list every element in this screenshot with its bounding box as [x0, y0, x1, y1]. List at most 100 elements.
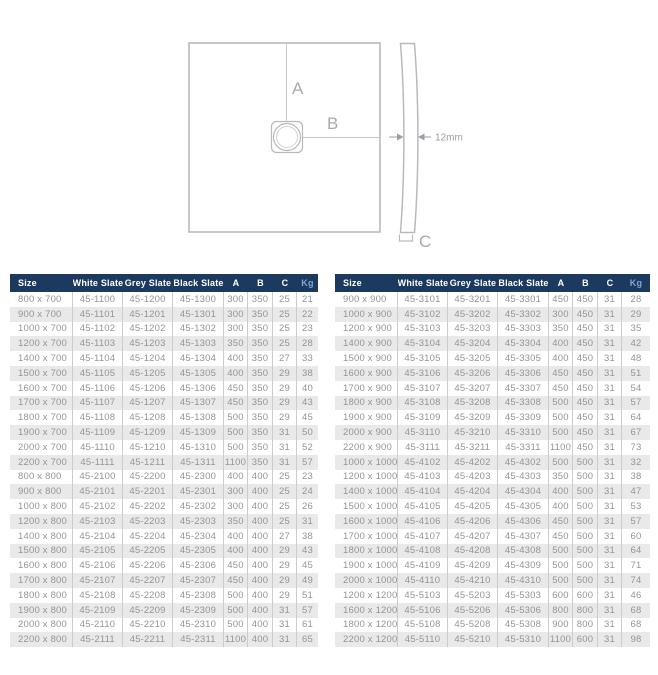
table-row: 900 x 700 45-1101 45-1201 45-1301 300 350 25 22 [10, 306, 318, 322]
dim-b-cell: 500 [573, 469, 598, 485]
dim-c-cell: 31 [598, 617, 622, 633]
dim-b-cell: 350 [248, 351, 273, 366]
white-slate-code: 45-2111 [73, 632, 123, 648]
size-cell: 2200 x 700 [10, 454, 73, 470]
black-slate-code: 45-3310 [498, 425, 549, 440]
table-row: 1000 x 1000 45-4102 45-4202 45-4302 500 500 31… [335, 454, 650, 470]
dim-c-cell: 31 [598, 587, 622, 603]
dim-c-cell: 29 [273, 395, 297, 411]
table-row: 2000 x 1000 45-4110 45-4210 45-4310 500 500 31… [335, 573, 650, 588]
dim-a-cell: 500 [549, 425, 573, 440]
dim-b-cell: 500 [573, 499, 598, 514]
dim-b-cell: 350 [248, 439, 273, 455]
dim-c-cell: 31 [598, 513, 622, 529]
weight-kg-cell: 51 [630, 367, 642, 379]
dim-b-cell: 400 [248, 558, 273, 574]
dim-c-cell: 31 [598, 395, 622, 411]
grey-slate-code: 45-3209 [448, 410, 498, 426]
dim-b-cell: 350 [248, 425, 273, 440]
tray-side-view [399, 42, 419, 234]
dim-b-cell: 500 [573, 558, 598, 574]
dim-c-cell: 29 [273, 410, 297, 426]
black-slate-code: 45-1302 [173, 321, 224, 337]
table-row: 1400 x 800 45-2104 45-2204 45-2304 400 400 27 3… [10, 528, 318, 544]
grey-slate-code: 45-4209 [448, 558, 498, 574]
white-slate-code: 45-2106 [73, 558, 123, 574]
size-cell: 1900 x 800 [10, 602, 73, 618]
dim-b-cell: 500 [573, 543, 598, 559]
black-slate-code: 45-4308 [498, 543, 549, 559]
arrow-right-icon [397, 133, 404, 141]
black-slate-code: 45-5306 [498, 602, 549, 618]
white-slate-code: 45-1106 [73, 380, 123, 396]
drain-icon [270, 120, 304, 154]
dim-b-cell: 350 [248, 395, 273, 411]
table-row: 2200 x 900 45-3111 45-3211 45-3311 1100 450 31… [335, 439, 650, 455]
dim-b-cell: 350 [248, 365, 273, 381]
dim-c-cell: 31 [273, 439, 297, 455]
grey-slate-code: 45-4207 [448, 528, 498, 544]
black-slate-code: 45-4310 [498, 573, 549, 588]
column-header-white-slate: White Slate [398, 278, 448, 288]
dim-a-cell: 500 [549, 395, 573, 411]
dim-c-cell: 31 [598, 558, 622, 574]
dim-b-cell: 400 [248, 617, 273, 633]
table-row: 900 x 800 45-2101 45-2201 45-2301 300 400 25 24 [10, 484, 318, 500]
column-header-a: A [232, 278, 240, 288]
weight-kg-cell: 68 [630, 619, 642, 631]
size-cell: 2000 x 700 [10, 439, 73, 455]
dim-b-cell: 800 [573, 602, 598, 618]
dim-a-cell: 450 [549, 292, 573, 307]
size-cell: 900 x 700 [10, 306, 73, 322]
black-slate-code: 45-2309 [173, 602, 224, 618]
size-cell: 1800 x 1000 [335, 543, 398, 559]
column-header-size: Size [18, 278, 37, 288]
white-slate-code: 45-2101 [73, 484, 123, 500]
table-row: 2200 x 1200 45-5110 45-5210 45-5310 1100 600 3… [335, 632, 650, 648]
table-header-row: Size White Slate Grey Slate Black Slate A B C K… [10, 274, 318, 292]
black-slate-code: 45-4303 [498, 469, 549, 485]
grey-slate-code: 45-5206 [448, 602, 498, 618]
black-slate-code: 45-1303 [173, 336, 224, 352]
grey-slate-code: 45-3203 [448, 321, 498, 337]
size-cell: 1600 x 1000 [335, 513, 398, 529]
weight-kg-cell: 71 [630, 560, 642, 572]
dim-b-cell: 450 [573, 306, 598, 322]
weight-kg-cell: 73 [630, 441, 642, 453]
size-cell: 1700 x 1000 [335, 528, 398, 544]
dim-a-cell: 450 [549, 380, 573, 396]
size-cell: 1800 x 900 [335, 395, 398, 411]
table-row: 1400 x 900 45-3104 45-3204 45-3304 400 450 31 4… [335, 336, 650, 352]
size-cell: 1800 x 700 [10, 410, 73, 426]
dim-b-cell: 350 [248, 336, 273, 352]
dim-a-cell: 500 [224, 439, 248, 455]
white-slate-code: 45-2102 [73, 499, 123, 514]
weight-kg-cell: 28 [302, 338, 313, 350]
white-slate-code: 45-4105 [398, 499, 448, 514]
dimension-bracket-c [398, 234, 414, 242]
weight-kg-cell: 21 [302, 293, 313, 305]
dim-c-cell: 31 [598, 439, 622, 455]
black-slate-code: 45-5310 [498, 632, 549, 648]
dim-c-cell: 29 [273, 587, 297, 603]
black-slate-code: 45-1301 [173, 306, 224, 322]
dim-c-cell: 31 [273, 632, 297, 648]
black-slate-code: 45-2306 [173, 558, 224, 574]
grey-slate-code: 45-3206 [448, 365, 498, 381]
dim-a-cell: 500 [224, 602, 248, 618]
black-slate-code: 45-1308 [173, 410, 224, 426]
column-header-size: Size [343, 278, 362, 288]
dim-c-cell: 31 [598, 292, 622, 307]
grey-slate-code: 45-2206 [123, 558, 173, 574]
size-cell: 1000 x 800 [10, 499, 73, 514]
size-cell: 800 x 800 [10, 469, 73, 485]
black-slate-code: 45-3307 [498, 380, 549, 396]
white-slate-code: 45-4108 [398, 543, 448, 559]
size-cell: 1500 x 1000 [335, 499, 398, 514]
grey-slate-code: 45-3204 [448, 336, 498, 352]
dim-b-cell: 450 [573, 336, 598, 352]
grey-slate-code: 45-3211 [448, 439, 498, 455]
dim-a-cell: 400 [224, 351, 248, 366]
dim-c-cell: 31 [598, 602, 622, 618]
white-slate-code: 45-5106 [398, 602, 448, 618]
